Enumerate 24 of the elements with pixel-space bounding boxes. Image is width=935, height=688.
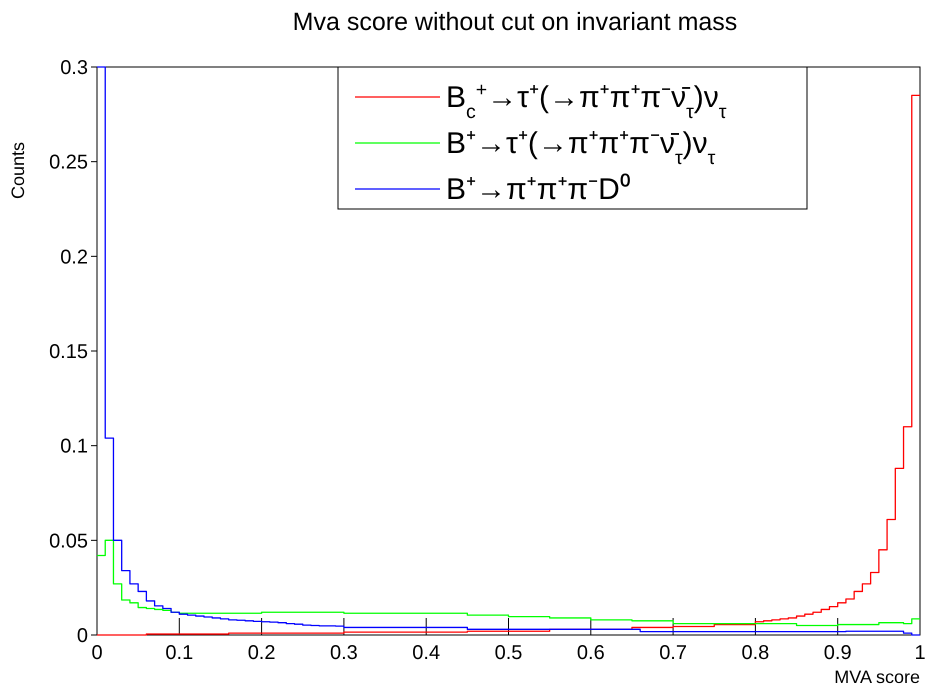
legend-label: B$_{c}$$^{+}$→τ⁺(→π⁺π⁺π⁻ν̄$_{τ}$)ν$_{τ}$ bbox=[446, 79, 727, 123]
y-tick-label: 0.25 bbox=[49, 152, 88, 174]
x-axis-title: MVA score bbox=[834, 667, 920, 687]
x-tick-label: 0 bbox=[91, 642, 103, 664]
y-axis-title: Counts bbox=[8, 142, 28, 200]
y-tick-label: 0.1 bbox=[60, 436, 88, 458]
x-tick-label: 0.4 bbox=[412, 642, 440, 664]
x-tick-label: 0.7 bbox=[659, 642, 688, 664]
x-tick-label: 1 bbox=[914, 642, 926, 664]
legend-label: B⁺→π⁺π⁺π⁻D⁰ bbox=[446, 173, 631, 206]
y-tick-label: 0.3 bbox=[60, 57, 88, 79]
chart-title: Mva score without cut on invariant mass bbox=[292, 8, 738, 36]
x-tick-label: 0.6 bbox=[576, 642, 605, 664]
x-tick-label: 0.3 bbox=[330, 642, 358, 664]
y-tick-label: 0.05 bbox=[49, 530, 88, 552]
x-tick-label: 0.8 bbox=[741, 642, 770, 664]
x-tick-label: 0.2 bbox=[248, 642, 276, 664]
x-tick-label: 0.9 bbox=[824, 642, 852, 664]
y-tick-label: 0 bbox=[76, 625, 88, 647]
y-tick-label: 0.2 bbox=[60, 246, 88, 268]
y-tick-label: 0.15 bbox=[49, 341, 88, 363]
x-tick-label: 0.5 bbox=[494, 642, 522, 664]
legend-label: B⁺→τ⁺(→π⁺π⁺π⁻ν̄$_{τ}$)ν$_{τ}$ bbox=[446, 127, 716, 169]
x-tick-label: 0.1 bbox=[165, 642, 194, 664]
